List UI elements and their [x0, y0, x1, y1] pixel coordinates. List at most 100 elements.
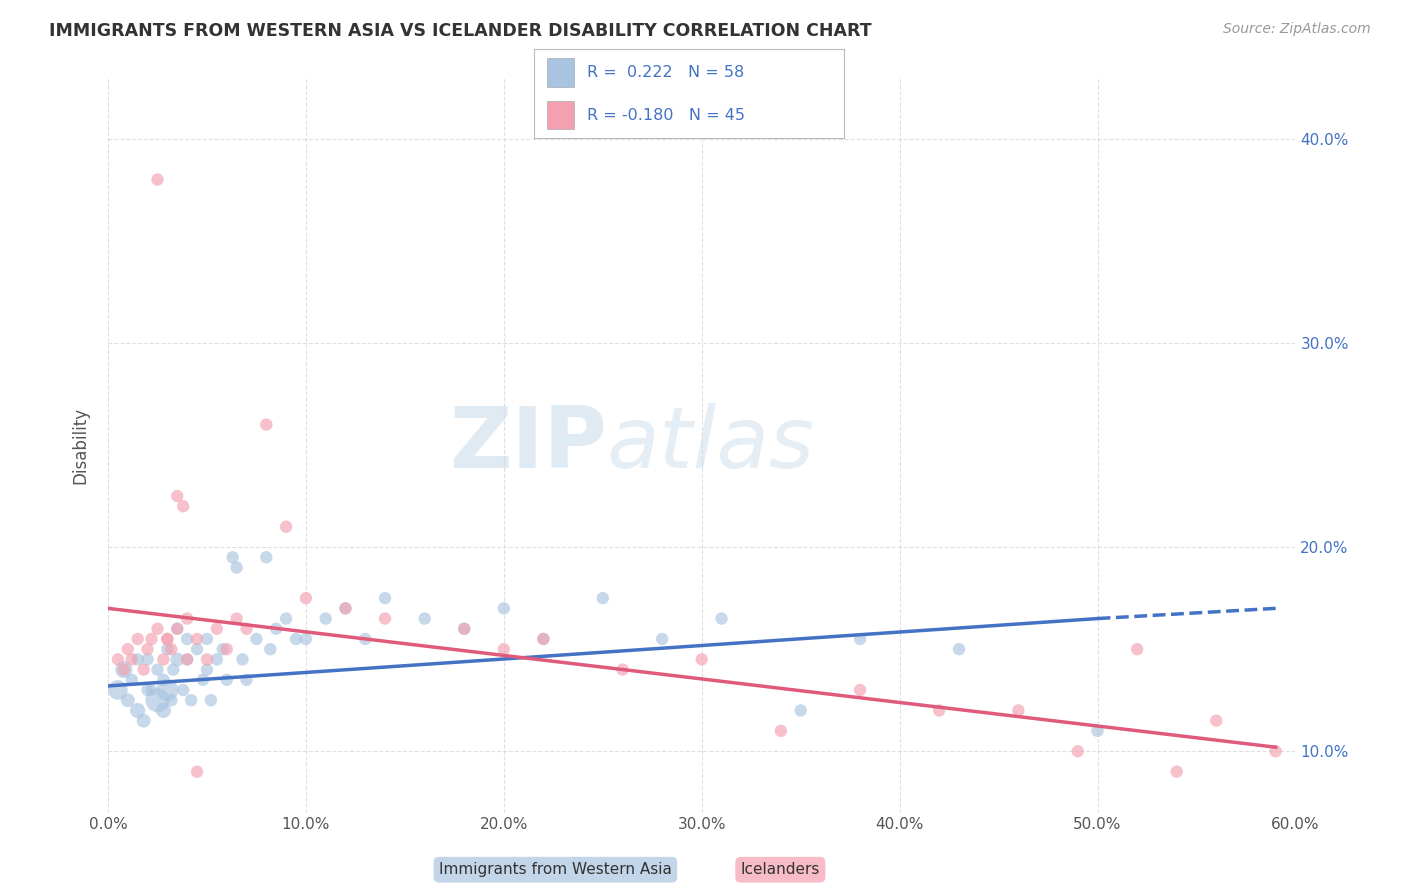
- Point: [127, 632, 149, 646]
- Point: [453, 622, 475, 636]
- Point: [172, 500, 194, 514]
- Point: [152, 673, 174, 687]
- Text: Immigrants from Western Asia: Immigrants from Western Asia: [439, 863, 672, 877]
- Point: [225, 611, 247, 625]
- Point: [160, 693, 183, 707]
- Point: [107, 652, 129, 666]
- Point: [146, 693, 169, 707]
- Point: [1067, 744, 1090, 758]
- Point: [221, 550, 243, 565]
- Point: [166, 622, 188, 636]
- Point: [191, 673, 214, 687]
- Point: [1087, 723, 1109, 738]
- Point: [176, 652, 198, 666]
- Point: [295, 632, 318, 646]
- Point: [264, 622, 287, 636]
- Point: [176, 652, 198, 666]
- Point: [195, 663, 218, 677]
- Point: [1205, 714, 1227, 728]
- Point: [1166, 764, 1188, 779]
- Point: [132, 714, 155, 728]
- Point: [215, 673, 238, 687]
- Point: [176, 611, 198, 625]
- Point: [315, 611, 337, 625]
- Point: [146, 172, 169, 186]
- Point: [235, 622, 257, 636]
- Text: ZIP: ZIP: [449, 403, 607, 486]
- Point: [492, 601, 515, 615]
- Point: [152, 703, 174, 717]
- Point: [146, 663, 169, 677]
- Point: [492, 642, 515, 657]
- Point: [211, 642, 233, 657]
- Point: [112, 663, 135, 677]
- Point: [176, 632, 198, 646]
- Point: [592, 591, 614, 606]
- Point: [195, 652, 218, 666]
- Point: [948, 642, 970, 657]
- Point: [215, 642, 238, 657]
- Point: [374, 611, 396, 625]
- Point: [232, 652, 254, 666]
- Point: [141, 632, 163, 646]
- Point: [160, 642, 183, 657]
- Point: [1126, 642, 1149, 657]
- Point: [413, 611, 436, 625]
- Point: [612, 663, 634, 677]
- Point: [107, 683, 129, 698]
- Text: Icelanders: Icelanders: [741, 863, 820, 877]
- Point: [186, 642, 208, 657]
- Point: [162, 663, 184, 677]
- Point: [295, 591, 318, 606]
- Point: [127, 703, 149, 717]
- Text: R = -0.180   N = 45: R = -0.180 N = 45: [586, 108, 745, 122]
- Point: [245, 632, 267, 646]
- Point: [651, 632, 673, 646]
- Point: [146, 622, 169, 636]
- Point: [117, 642, 139, 657]
- Point: [710, 611, 733, 625]
- Y-axis label: Disability: Disability: [72, 407, 89, 483]
- Point: [205, 622, 228, 636]
- Point: [186, 764, 208, 779]
- Point: [186, 632, 208, 646]
- Point: [205, 652, 228, 666]
- Point: [274, 611, 297, 625]
- Point: [180, 693, 202, 707]
- Point: [152, 652, 174, 666]
- Point: [172, 683, 194, 698]
- Point: [849, 632, 872, 646]
- Point: [335, 601, 357, 615]
- Point: [112, 663, 135, 677]
- Point: [531, 632, 554, 646]
- Point: [354, 632, 377, 646]
- Point: [259, 642, 281, 657]
- Point: [156, 683, 179, 698]
- Point: [531, 632, 554, 646]
- Point: [156, 642, 179, 657]
- Point: [141, 683, 163, 698]
- Point: [254, 550, 277, 565]
- Point: [453, 622, 475, 636]
- Point: [769, 723, 792, 738]
- Point: [195, 632, 218, 646]
- Point: [136, 652, 159, 666]
- Point: [225, 560, 247, 574]
- Point: [849, 683, 872, 698]
- Point: [274, 519, 297, 533]
- Point: [136, 683, 159, 698]
- Point: [156, 632, 179, 646]
- Point: [166, 622, 188, 636]
- Point: [166, 652, 188, 666]
- Point: [235, 673, 257, 687]
- Text: IMMIGRANTS FROM WESTERN ASIA VS ICELANDER DISABILITY CORRELATION CHART: IMMIGRANTS FROM WESTERN ASIA VS ICELANDE…: [49, 22, 872, 40]
- Point: [121, 673, 143, 687]
- Point: [117, 693, 139, 707]
- Text: R =  0.222   N = 58: R = 0.222 N = 58: [586, 65, 744, 79]
- Point: [789, 703, 811, 717]
- Point: [1264, 744, 1286, 758]
- Point: [335, 601, 357, 615]
- FancyBboxPatch shape: [547, 58, 575, 87]
- Point: [1007, 703, 1029, 717]
- Point: [374, 591, 396, 606]
